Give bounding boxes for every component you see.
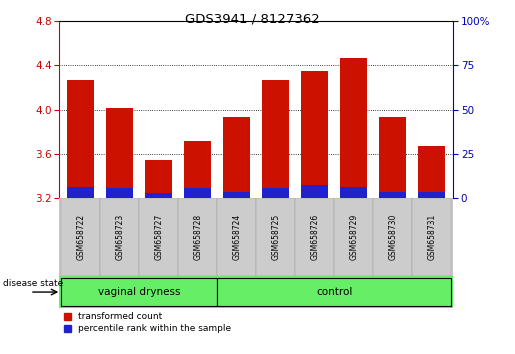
Text: GSM658728: GSM658728 xyxy=(193,214,202,260)
Text: GSM658724: GSM658724 xyxy=(232,214,241,260)
Bar xyxy=(184,188,211,198)
Bar xyxy=(184,141,211,198)
Text: control: control xyxy=(316,287,352,297)
Text: disease state: disease state xyxy=(3,279,63,288)
Text: GDS3941 / 8127362: GDS3941 / 8127362 xyxy=(185,12,320,25)
Text: GSM658730: GSM658730 xyxy=(388,214,397,261)
Bar xyxy=(379,192,406,198)
FancyBboxPatch shape xyxy=(412,198,451,276)
Bar xyxy=(223,118,250,198)
FancyBboxPatch shape xyxy=(139,198,178,276)
Bar xyxy=(145,160,173,198)
Bar xyxy=(67,187,94,198)
Text: GSM658725: GSM658725 xyxy=(271,214,280,260)
Bar xyxy=(67,80,94,198)
Bar xyxy=(262,188,289,198)
Bar xyxy=(106,188,133,198)
Text: GSM658731: GSM658731 xyxy=(427,214,436,260)
Text: GSM658726: GSM658726 xyxy=(310,214,319,260)
FancyBboxPatch shape xyxy=(256,198,295,276)
Bar xyxy=(379,118,406,198)
FancyBboxPatch shape xyxy=(61,278,217,306)
Text: GSM658722: GSM658722 xyxy=(76,214,85,260)
Text: GSM658727: GSM658727 xyxy=(154,214,163,260)
Bar xyxy=(106,108,133,198)
FancyBboxPatch shape xyxy=(217,278,451,306)
Bar xyxy=(418,146,445,198)
Text: GSM658723: GSM658723 xyxy=(115,214,124,260)
Bar xyxy=(223,192,250,198)
Bar xyxy=(418,192,445,198)
Bar xyxy=(340,58,367,198)
FancyBboxPatch shape xyxy=(61,198,100,276)
Text: vaginal dryness: vaginal dryness xyxy=(98,287,180,297)
Bar xyxy=(262,80,289,198)
Bar xyxy=(145,193,173,198)
FancyBboxPatch shape xyxy=(295,198,334,276)
FancyBboxPatch shape xyxy=(334,198,373,276)
FancyBboxPatch shape xyxy=(100,198,139,276)
Bar xyxy=(301,71,329,198)
Bar xyxy=(301,185,329,198)
FancyBboxPatch shape xyxy=(178,198,217,276)
Text: GSM658729: GSM658729 xyxy=(349,214,358,260)
Bar xyxy=(340,187,367,198)
FancyBboxPatch shape xyxy=(217,198,256,276)
Legend: transformed count, percentile rank within the sample: transformed count, percentile rank withi… xyxy=(64,313,231,333)
FancyBboxPatch shape xyxy=(373,198,412,276)
